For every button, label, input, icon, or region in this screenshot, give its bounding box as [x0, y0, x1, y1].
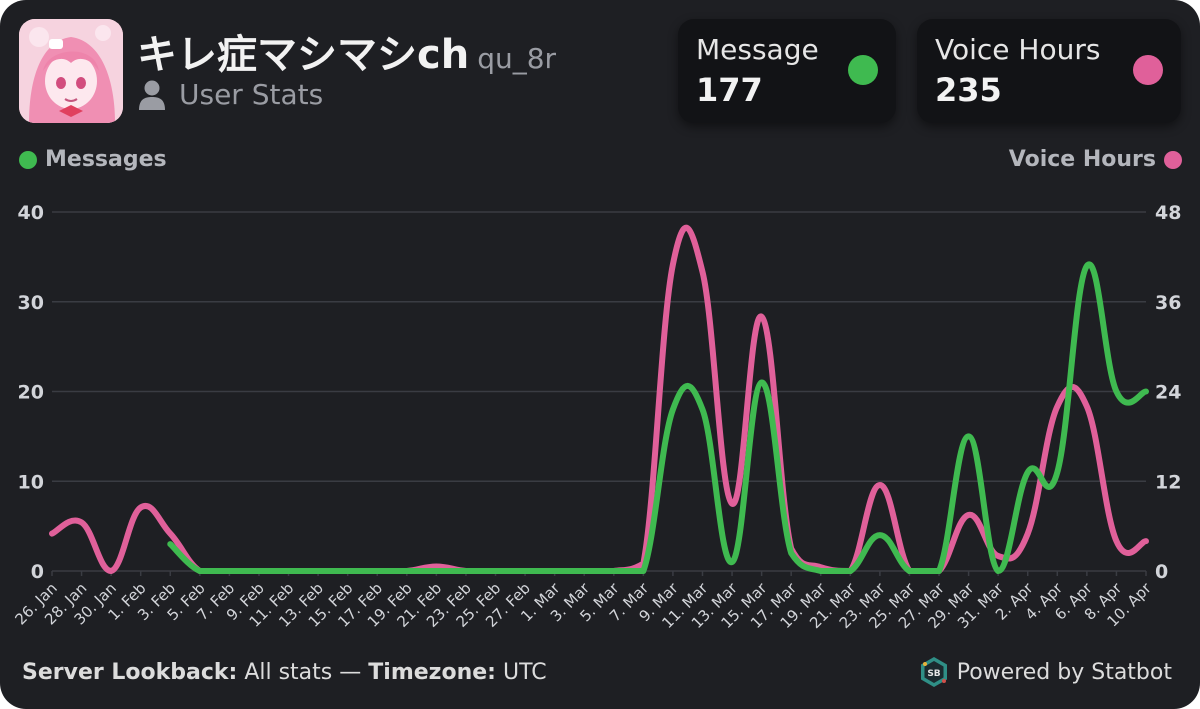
y-right-tick-label: 12	[1155, 471, 1181, 493]
message-stat-value: 177	[696, 71, 763, 109]
lookback-value: All stats	[244, 660, 333, 685]
avatar	[19, 19, 123, 123]
voice-dot-icon	[1133, 55, 1163, 85]
y-left-tick-label: 10	[18, 471, 44, 493]
legend-messages-label: Messages	[45, 147, 167, 172]
message-stat-label: Message	[696, 33, 819, 66]
y-right-tick-label: 24	[1155, 382, 1181, 404]
voice-hours-series-line	[49, 224, 1149, 575]
user-icon	[139, 80, 165, 110]
y-right-tick-label: 0	[1155, 561, 1168, 583]
powered-by: SB Powered by Statbot	[919, 656, 1172, 688]
voice-stat-label: Voice Hours	[935, 33, 1101, 66]
legend-messages: Messages	[19, 147, 167, 172]
y-left-tick-label: 30	[18, 292, 44, 314]
messages-legend-dot-icon	[19, 150, 37, 169]
legend-voice-hours: Voice Hours	[1009, 147, 1182, 172]
voice-legend-dot-icon	[1164, 150, 1182, 169]
timezone-label: Timezone:	[368, 660, 496, 685]
username: キレ症マシマシch	[137, 32, 470, 78]
legend-voice-label: Voice Hours	[1008, 147, 1156, 172]
voice-stat-box: Voice Hours 235	[917, 19, 1181, 123]
subtitle-label: User Stats	[179, 78, 324, 111]
footer-info: Server Lookback: All stats — Timezone: U…	[22, 660, 547, 685]
y-left-tick-label: 20	[18, 382, 44, 404]
voice-stat-value: 235	[935, 71, 1002, 109]
lookback-label: Server Lookback:	[22, 660, 238, 685]
anime-avatar-icon	[19, 19, 123, 123]
svg-text:SB: SB	[927, 669, 940, 679]
subtitle: User Stats	[137, 78, 323, 111]
messages-series-line	[167, 261, 1149, 575]
y-right-tick-label: 48	[1155, 202, 1181, 224]
user-handle: qu_8r	[477, 42, 557, 75]
statbot-logo-icon: SB	[920, 657, 947, 687]
message-dot-icon	[848, 55, 878, 85]
y-left-tick-label: 40	[18, 202, 44, 224]
timezone-value: UTC	[502, 660, 547, 685]
user-title: キレ症マシマシch qu_8r	[137, 22, 556, 80]
footer-separator: —	[339, 660, 362, 685]
y-left-tick-label: 0	[31, 561, 44, 583]
message-stat-box: Message 177	[678, 19, 896, 123]
y-right-tick-label: 36	[1155, 292, 1181, 314]
powered-by-label: Powered by Statbot	[956, 659, 1172, 685]
